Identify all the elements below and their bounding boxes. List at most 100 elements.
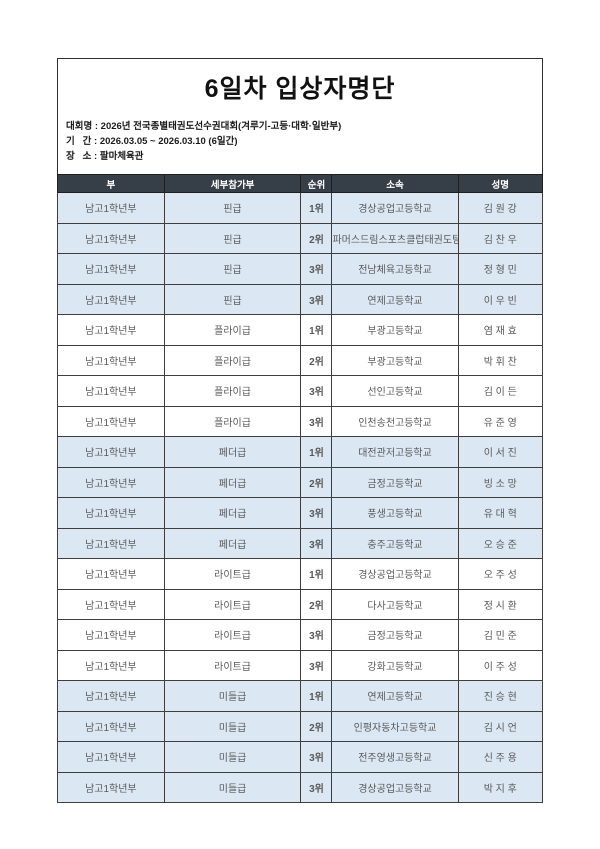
- name-cell: 빙 소 망: [457, 466, 544, 498]
- subclass-cell: 라이트급: [163, 588, 302, 620]
- division-cell: 남고1학년부: [57, 497, 165, 529]
- team-cell: 경상공업고등학교: [331, 771, 459, 803]
- rank-cell: 3위: [300, 375, 333, 407]
- column-header-rank: 순위: [300, 174, 333, 193]
- name-cell: 이 서 진: [457, 436, 544, 468]
- name-cell: 정 시 환: [457, 588, 544, 620]
- rank-cell: 3위: [300, 771, 333, 803]
- winners-table: 부 세부참가부 순위 소속 성명 남고1학년부 핀급 1위 경상공업고등학교 김 원 강 남고1학…: [57, 174, 544, 803]
- subclass-cell: 핀급: [163, 192, 302, 224]
- name-cell: 신 주 용: [457, 741, 544, 773]
- team-cell: 강화고등학교: [331, 649, 459, 681]
- team-cell: 인평자동차고등학교: [331, 710, 459, 742]
- division-cell: 남고1학년부: [57, 558, 165, 590]
- name-cell: 김 민 준: [457, 619, 544, 651]
- team-cell: 파머스드림스포츠클럽태권도팀: [331, 222, 459, 254]
- rank-cell: 1위: [300, 680, 333, 712]
- table-row: 남고1학년부 핀급 2위 파머스드림스포츠클럽태권도팀 김 찬 우: [57, 222, 544, 254]
- subclass-cell: 페더급: [163, 527, 302, 559]
- table-row: 남고1학년부 페더급 1위 대전관저고등학교 이 서 진: [57, 436, 544, 468]
- division-cell: 남고1학년부: [57, 375, 165, 407]
- subclass-cell: 핀급: [163, 283, 302, 315]
- table-row: 남고1학년부 라이트급 3위 강화고등학교 이 주 성: [57, 649, 544, 681]
- table-row: 남고1학년부 페더급 3위 풍생고등학교 유 대 혁: [57, 497, 544, 529]
- name-cell: 김 이 든: [457, 375, 544, 407]
- table-row: 남고1학년부 라이트급 1위 경상공업고등학교 오 주 성: [57, 558, 544, 590]
- subclass-cell: 핀급: [163, 253, 302, 285]
- subclass-cell: 핀급: [163, 222, 302, 254]
- rank-cell: 3위: [300, 405, 333, 437]
- division-cell: 남고1학년부: [57, 222, 165, 254]
- title-info-box: 6일차 입상자명단 대회명 : 2026년 전국종별태권도선수권대회(겨루기-고…: [57, 58, 543, 174]
- table-row: 남고1학년부 페더급 2위 금정고등학교 빙 소 망: [57, 466, 544, 498]
- division-cell: 남고1학년부: [57, 466, 165, 498]
- team-cell: 대전관저고등학교: [331, 436, 459, 468]
- column-header-team: 소속: [331, 174, 459, 193]
- division-cell: 남고1학년부: [57, 771, 165, 803]
- name-cell: 유 대 혁: [457, 497, 544, 529]
- subclass-cell: 페더급: [163, 466, 302, 498]
- table-row: 남고1학년부 플라이급 3위 인천송천고등학교 유 준 영: [57, 405, 544, 437]
- table-row: 남고1학년부 페더급 3위 충주고등학교 오 승 준: [57, 527, 544, 559]
- team-cell: 경상공업고등학교: [331, 192, 459, 224]
- subclass-cell: 미들급: [163, 741, 302, 773]
- division-cell: 남고1학년부: [57, 588, 165, 620]
- rank-cell: 2위: [300, 344, 333, 376]
- column-header-division: 부: [57, 174, 165, 193]
- subclass-cell: 플라이급: [163, 314, 302, 346]
- event-period-line: 기 간 : 2026.03.05 ~ 2026.03.10 (6일간): [66, 136, 238, 147]
- rank-cell: 3위: [300, 527, 333, 559]
- name-cell: 이 우 빈: [457, 283, 544, 315]
- rank-cell: 1위: [300, 436, 333, 468]
- subclass-cell: 플라이급: [163, 375, 302, 407]
- team-cell: 인천송천고등학교: [331, 405, 459, 437]
- subclass-cell: 미들급: [163, 771, 302, 803]
- rank-cell: 1위: [300, 192, 333, 224]
- rank-cell: 3위: [300, 649, 333, 681]
- division-cell: 남고1학년부: [57, 680, 165, 712]
- division-cell: 남고1학년부: [57, 741, 165, 773]
- winners-table-header: 부 세부참가부 순위 소속 성명: [57, 174, 544, 193]
- division-cell: 남고1학년부: [57, 344, 165, 376]
- team-cell: 부광고등학교: [331, 314, 459, 346]
- division-cell: 남고1학년부: [57, 710, 165, 742]
- rank-cell: 2위: [300, 710, 333, 742]
- column-header-subclass: 세부참가부: [163, 174, 302, 193]
- team-cell: 다사고등학교: [331, 588, 459, 620]
- team-cell: 연제고등학교: [331, 283, 459, 315]
- table-row: 남고1학년부 플라이급 3위 선인고등학교 김 이 든: [57, 375, 544, 407]
- table-row: 남고1학년부 핀급 3위 연제고등학교 이 우 빈: [57, 283, 544, 315]
- header-row: 부 세부참가부 순위 소속 성명: [57, 174, 544, 193]
- table-row: 남고1학년부 플라이급 2위 부광고등학교 박 휘 찬: [57, 344, 544, 376]
- division-cell: 남고1학년부: [57, 253, 165, 285]
- name-cell: 김 시 언: [457, 710, 544, 742]
- subclass-cell: 라이트급: [163, 619, 302, 651]
- team-cell: 선인고등학교: [331, 375, 459, 407]
- team-cell: 풍생고등학교: [331, 497, 459, 529]
- event-venue-line: 장 소 : 팔마체육관: [66, 151, 144, 162]
- winners-table-body: 남고1학년부 핀급 1위 경상공업고등학교 김 원 강 남고1학년부 핀급 2위 파머스드림스포…: [57, 192, 544, 803]
- rank-cell: 2위: [300, 222, 333, 254]
- rank-cell: 3위: [300, 619, 333, 651]
- rank-cell: 2위: [300, 588, 333, 620]
- division-cell: 남고1학년부: [57, 283, 165, 315]
- division-cell: 남고1학년부: [57, 436, 165, 468]
- subclass-cell: 미들급: [163, 710, 302, 742]
- name-cell: 유 준 영: [457, 405, 544, 437]
- division-cell: 남고1학년부: [57, 649, 165, 681]
- table-row: 남고1학년부 미들급 3위 경상공업고등학교 박 지 후: [57, 771, 544, 803]
- name-cell: 오 주 성: [457, 558, 544, 590]
- name-cell: 진 승 현: [457, 680, 544, 712]
- team-cell: 전주영생고등학교: [331, 741, 459, 773]
- rank-cell: 3위: [300, 741, 333, 773]
- rank-cell: 1위: [300, 558, 333, 590]
- table-row: 남고1학년부 미들급 2위 인평자동차고등학교 김 시 언: [57, 710, 544, 742]
- team-cell: 부광고등학교: [331, 344, 459, 376]
- name-cell: 김 찬 우: [457, 222, 544, 254]
- subclass-cell: 페더급: [163, 436, 302, 468]
- team-cell: 경상공업고등학교: [331, 558, 459, 590]
- division-cell: 남고1학년부: [57, 314, 165, 346]
- team-cell: 금정고등학교: [331, 619, 459, 651]
- table-row: 남고1학년부 미들급 3위 전주영생고등학교 신 주 용: [57, 741, 544, 773]
